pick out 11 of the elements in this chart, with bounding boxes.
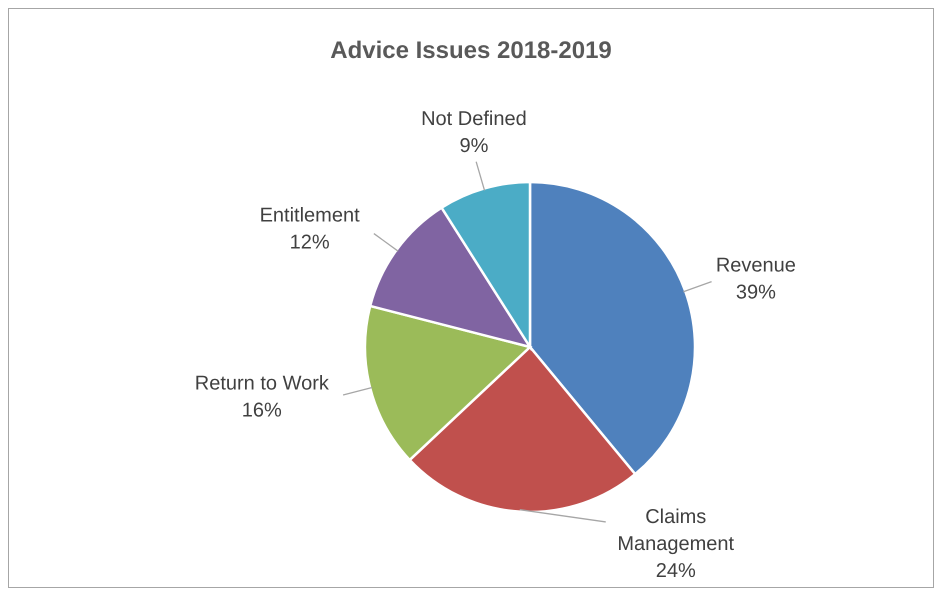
data-label: 12% [290,231,330,254]
data-label: 16% [242,399,282,422]
data-label: 39% [736,281,776,304]
slice-label: Not Defined [421,108,527,130]
slice-label: Return to Work [194,372,330,394]
chart-title: Advice Issues 2018-2019 [329,37,613,65]
data-label: 9% [459,134,489,157]
slice-label: Entitlement [260,204,360,226]
data-label: 24% [656,560,696,582]
slice-label: Claims Management [617,506,735,555]
slice-label: Revenue [716,254,796,276]
